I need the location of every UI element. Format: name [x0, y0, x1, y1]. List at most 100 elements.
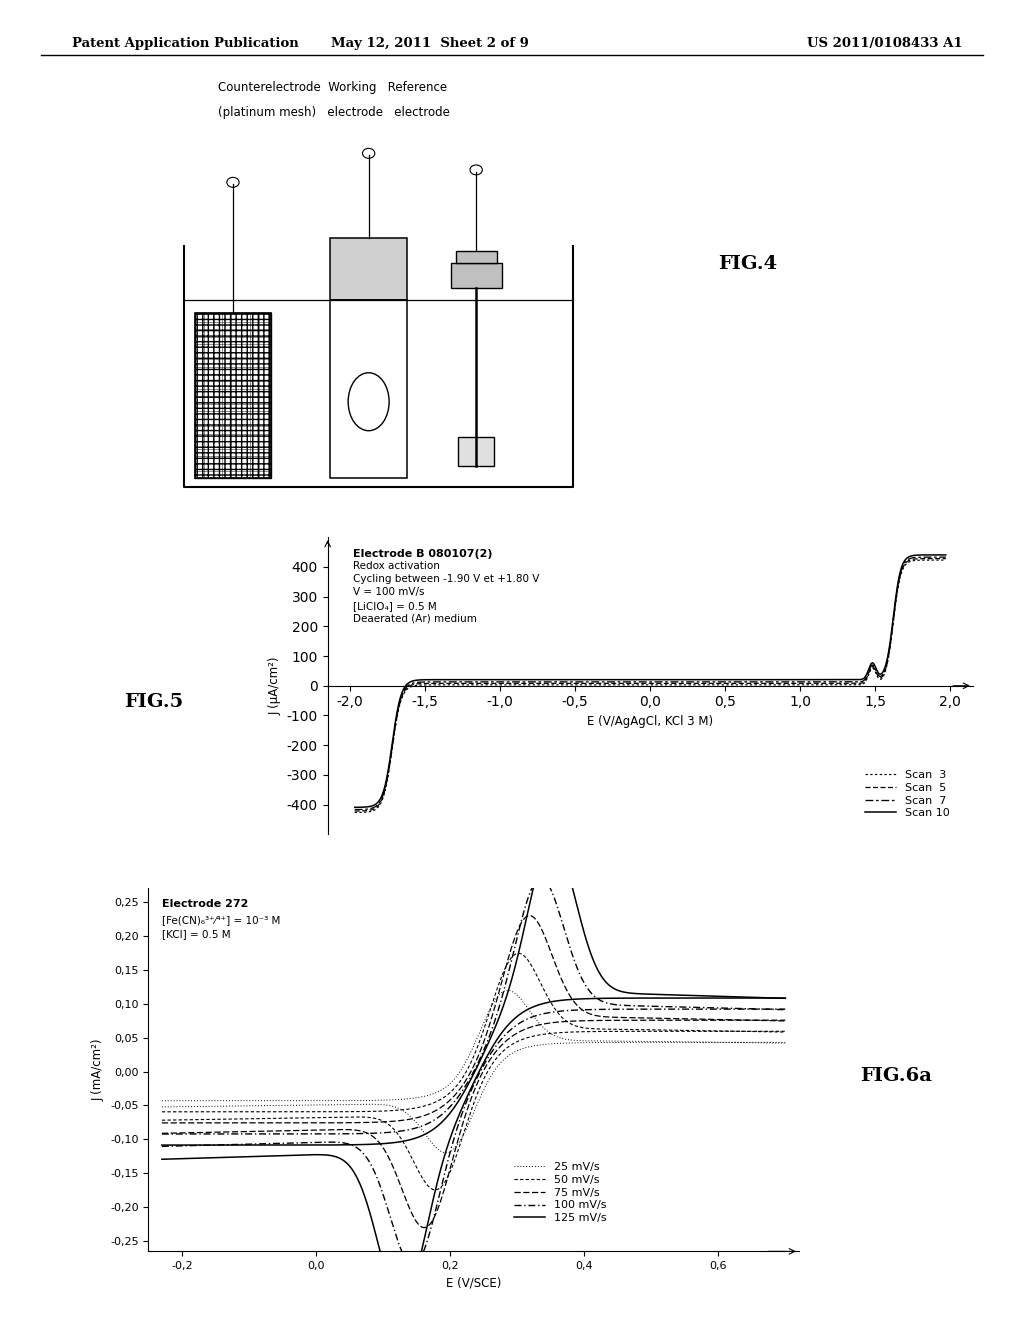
50 mV/s	[700, 1023, 713, 1039]
25 mV/s	[264, 1098, 276, 1114]
100 mV/s	[395, 1241, 408, 1257]
Scan 10	[416, 672, 428, 688]
25 mV/s	[700, 1035, 713, 1051]
Scan  7	[940, 549, 952, 565]
50 mV/s	[156, 1113, 168, 1129]
Bar	[451, 263, 502, 288]
50 mV/s	[264, 1110, 276, 1126]
Line: 50 mV/s: 50 mV/s	[162, 1031, 785, 1189]
Bar	[195, 313, 271, 478]
100 mV/s	[779, 1001, 792, 1016]
125 mV/s	[767, 990, 779, 1006]
25 mV/s	[440, 1144, 453, 1160]
Scan  7	[601, 675, 613, 690]
Line: 25 mV/s: 25 mV/s	[162, 1043, 785, 1152]
75 mV/s	[422, 1218, 434, 1234]
Scan  5	[451, 676, 463, 692]
Scan 10	[451, 672, 463, 688]
Line: Scan  7: Scan 7	[354, 557, 946, 809]
Text: May 12, 2011  Sheet 2 of 9: May 12, 2011 Sheet 2 of 9	[331, 37, 529, 50]
Scan  5	[575, 676, 588, 692]
25 mV/s	[156, 1100, 168, 1115]
Scan 10	[940, 546, 952, 562]
125 mV/s	[227, 1150, 240, 1166]
100 mV/s	[156, 1138, 168, 1154]
Scan  3	[451, 677, 463, 693]
75 mV/s	[767, 1012, 779, 1028]
50 mV/s	[429, 1181, 441, 1197]
Scan  3	[864, 663, 877, 678]
100 mV/s	[422, 1230, 434, 1246]
Text: US 2011/0108433 A1: US 2011/0108433 A1	[807, 37, 963, 50]
125 mV/s	[264, 1148, 276, 1164]
Y-axis label: J (μA/cm²): J (μA/cm²)	[268, 656, 282, 715]
Scan 10	[928, 546, 940, 562]
Line: 125 mV/s: 125 mV/s	[162, 998, 785, 1303]
Text: FIG.4: FIG.4	[718, 255, 777, 273]
Text: Electrode B 080107(2): Electrode B 080107(2)	[353, 549, 493, 560]
Legend: Scan  3, Scan  5, Scan  7, Scan 10: Scan 3, Scan 5, Scan 7, Scan 10	[861, 766, 954, 822]
Line: Scan 10: Scan 10	[354, 554, 946, 808]
125 mV/s	[700, 990, 713, 1006]
Scan  7	[575, 675, 588, 690]
Text: Redox activation
Cycling between -1.90 V et +1.80 V
V = 100 mV/s
[LiClO₄] = 0.5 : Redox activation Cycling between -1.90 V…	[353, 561, 540, 624]
25 mV/s	[767, 1035, 779, 1051]
Scan  3	[928, 552, 940, 568]
125 mV/s	[395, 1295, 408, 1311]
Line: 75 mV/s: 75 mV/s	[162, 1020, 785, 1228]
Scan  3	[601, 677, 613, 693]
Scan  5	[864, 660, 877, 676]
Text: FIG.6a: FIG.6a	[860, 1067, 932, 1085]
125 mV/s	[779, 990, 792, 1006]
Scan  7	[864, 659, 877, 675]
Bar	[330, 238, 408, 301]
50 mV/s	[779, 1023, 792, 1039]
Line: 100 mV/s: 100 mV/s	[162, 1008, 785, 1265]
125 mV/s	[395, 1295, 408, 1311]
75 mV/s	[418, 1220, 430, 1236]
Scan  5	[601, 676, 613, 692]
125 mV/s	[156, 1151, 168, 1167]
Scan  7	[416, 675, 428, 690]
Scan  3	[416, 677, 428, 693]
Text: FIG.5: FIG.5	[124, 693, 183, 711]
50 mV/s	[767, 1023, 779, 1039]
Line: Scan  5: Scan 5	[354, 558, 946, 810]
100 mV/s	[227, 1137, 240, 1152]
Scan  3	[940, 552, 952, 568]
Scan  7	[451, 675, 463, 690]
50 mV/s	[395, 1130, 408, 1146]
50 mV/s	[227, 1111, 240, 1127]
Text: Counterelectrode  Working   Reference: Counterelectrode Working Reference	[218, 81, 446, 94]
Bar	[330, 301, 408, 478]
Bar	[195, 313, 271, 478]
Scan  5	[348, 803, 360, 818]
Text: [Fe(CN)₆³⁺⁄⁴⁺] = 10⁻³ M
[KCl] = 0.5 M: [Fe(CN)₆³⁺⁄⁴⁺] = 10⁻³ M [KCl] = 0.5 M	[162, 916, 281, 939]
Text: Patent Application Publication: Patent Application Publication	[72, 37, 298, 50]
Bar	[456, 251, 497, 263]
Scan  5	[416, 676, 428, 692]
Scan 10	[864, 657, 877, 673]
Scan 10	[575, 672, 588, 688]
Scan  3	[575, 677, 588, 693]
Legend: 25 mV/s, 50 mV/s, 75 mV/s, 100 mV/s, 125 mV/s: 25 mV/s, 50 mV/s, 75 mV/s, 100 mV/s, 125…	[510, 1158, 611, 1228]
100 mV/s	[407, 1257, 419, 1272]
Scan  7	[348, 801, 360, 817]
X-axis label: E (V/AgAgCl, KCl 3 M): E (V/AgAgCl, KCl 3 M)	[587, 715, 714, 729]
25 mV/s	[395, 1102, 408, 1118]
Scan 10	[348, 800, 360, 816]
100 mV/s	[700, 1001, 713, 1016]
X-axis label: E (V/SCE): E (V/SCE)	[445, 1276, 502, 1290]
Scan  5	[928, 550, 940, 566]
Scan  3	[348, 805, 360, 821]
Scan 10	[601, 672, 613, 688]
25 mV/s	[779, 1035, 792, 1051]
100 mV/s	[767, 1001, 779, 1016]
75 mV/s	[700, 1012, 713, 1028]
Text: Electrode 272: Electrode 272	[162, 899, 248, 908]
Y-axis label: J (mA/cm²): J (mA/cm²)	[91, 1039, 104, 1101]
25 mV/s	[227, 1098, 240, 1114]
50 mV/s	[422, 1177, 434, 1193]
75 mV/s	[264, 1123, 276, 1139]
75 mV/s	[156, 1126, 168, 1142]
